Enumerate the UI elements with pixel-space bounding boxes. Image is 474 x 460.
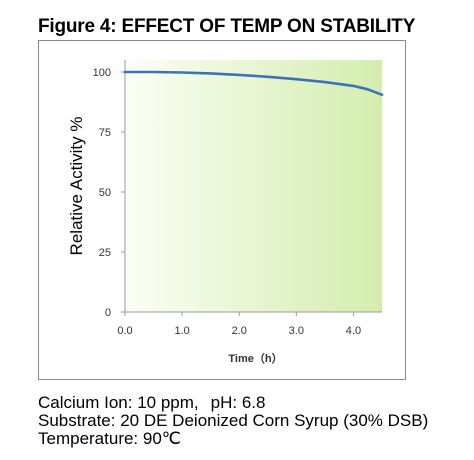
- calcium-note: Calcium Ion: 10 ppm,: [38, 393, 199, 412]
- y-tick-label: 50: [99, 187, 111, 199]
- axes: [124, 60, 382, 313]
- y-tick-label: 100: [93, 67, 111, 79]
- x-tick-label: 0.0: [117, 325, 132, 337]
- substrate-note: Substrate: 20 DE Deionized Corn Syrup (3…: [38, 411, 429, 430]
- y-tick-label: 75: [99, 127, 111, 139]
- axis-labels: Relative Activity % Time（h）: [67, 117, 283, 365]
- y-tick-label: 0: [105, 307, 111, 319]
- x-tick-label: 1.0: [174, 325, 189, 337]
- figure-title: Figure 4: EFFECT OF TEMP ON STABILITY: [38, 16, 416, 37]
- y-tick-label: 25: [99, 247, 111, 259]
- experiment-conditions: Calcium Ion: 10 ppm, pH: 6.8 Substrate: 2…: [38, 394, 428, 448]
- chart-frame: [38, 40, 406, 380]
- x-tick-label: 2.0: [232, 325, 247, 337]
- series-line: [123, 70, 384, 97]
- x-tick-label: 4.0: [346, 325, 361, 337]
- conditions-line-1: Calcium Ion: 10 ppm, pH: 6.8: [38, 394, 428, 412]
- y-axis-label: Relative Activity %: [67, 117, 86, 256]
- x-axis-label: Time（h）: [228, 352, 282, 365]
- ph-note: pH: 6.8: [210, 393, 266, 412]
- stability-chart: 0 25 50 75 100 0.0 1.0 2.0 3.0 4.0 Relative Activ…: [67, 60, 384, 365]
- x-tick-label: 3.0: [289, 325, 304, 337]
- ticks: 0 25 50 75 100 0.0 1.0 2.0 3.0 4.0: [93, 67, 361, 337]
- temperature-note: Temperature: 90℃: [38, 429, 181, 448]
- series-layer: [123, 70, 384, 97]
- plot-area: [125, 60, 382, 312]
